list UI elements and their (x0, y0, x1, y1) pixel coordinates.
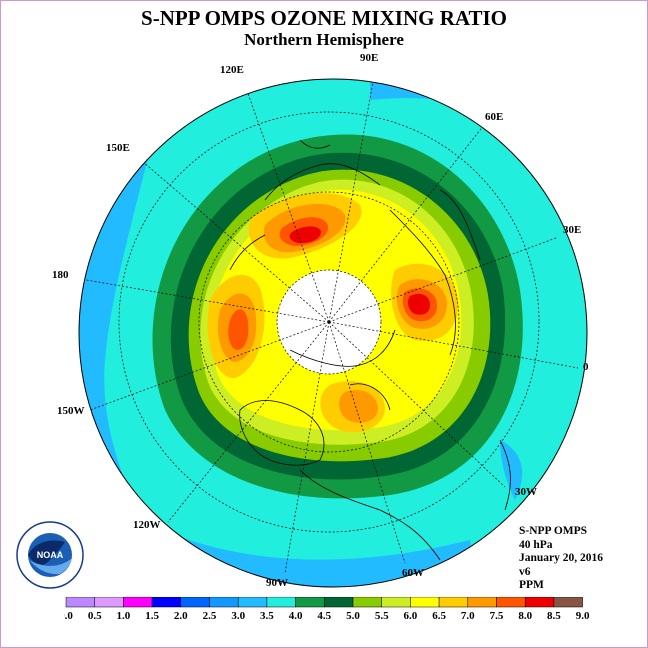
lon-label-120e: 120E (220, 64, 244, 76)
legend-tick-label: 2.5 (203, 610, 217, 622)
legend-swatch (324, 597, 354, 608)
ozone-field (79, 79, 587, 587)
legend-swatch (180, 597, 210, 608)
svg-text:NOAA: NOAA (37, 550, 64, 560)
color-legend: 0.0 0.5 1.0 1.5 2.0 2.5 3.0 3.5 4.0 4.5 5.0 5.5 6.0 6… (64, 597, 590, 622)
legend-tick-label: 7.0 (461, 610, 475, 622)
legend-swatch (496, 597, 526, 608)
lon-label-180: 180 (52, 269, 69, 281)
lon-label-30e: 30E (563, 224, 581, 236)
lon-label-90w: 90W (266, 577, 288, 589)
legend-tick-label: 1.5 (145, 610, 159, 622)
legend-swatch (438, 597, 469, 608)
noaa-logo: NOAA (16, 521, 84, 589)
legend-tick-label: 8.0 (518, 610, 532, 622)
graticule (79, 81, 579, 574)
legend-swatch (65, 597, 95, 608)
legend-swatch (94, 597, 124, 608)
legend-tick-label: 6.0 (404, 610, 418, 622)
legend-swatch (553, 597, 583, 608)
lon-label-150w: 150W (57, 405, 85, 417)
legend-tick-label: 1.0 (117, 610, 131, 622)
map-subtitle: Northern Hemisphere (244, 30, 404, 49)
legend-tick-label: 4.0 (289, 610, 303, 622)
legend-tick-label: 5.5 (375, 610, 389, 622)
info-version: v6 (519, 565, 531, 578)
legend-tick-label: 8.5 (547, 610, 561, 622)
legend-tick-label: 2.0 (174, 610, 188, 622)
info-units: PPM (519, 579, 544, 591)
info-product: S-NPP OMPS (519, 525, 588, 537)
legend-swatch (381, 597, 411, 608)
legend-tick-label: 6.5 (432, 610, 446, 622)
legend-tick-label: 3.0 (231, 610, 245, 622)
map-title: S-NPP OMPS OZONE MIXING RATIO (141, 6, 507, 30)
legend-swatch (467, 597, 497, 608)
ozone-band-8.0-8.5-east (407, 293, 430, 315)
map-boundary (78, 78, 588, 588)
legend-swatch (295, 597, 325, 608)
product-info: S-NPP OMPS 40 hPa January 20, 2016 v6 PP… (519, 525, 603, 593)
lon-label-30w: 30W (515, 486, 537, 498)
legend-tick-label: 7.5 (490, 610, 504, 622)
ozone-band-7.5-8.0-west (228, 309, 249, 350)
legend-tick-label: 5.0 (346, 610, 360, 622)
lon-label-60w: 60W (402, 567, 424, 579)
lon-label-120w: 120W (133, 519, 161, 531)
legend-tick-label: 0.0 (64, 610, 73, 622)
coastlines (229, 139, 511, 561)
legend-tick-label: 4.5 (317, 610, 331, 622)
info-level: 40 hPa (519, 538, 553, 551)
legend-tick-label: 0.5 (88, 610, 102, 622)
legend-swatch (410, 597, 440, 608)
lon-label-90e: 90E (360, 52, 378, 64)
legend-swatch (524, 597, 555, 608)
legend-tick-label: 3.5 (260, 610, 274, 622)
info-date: January 20, 2016 (519, 552, 604, 564)
ozone-band-7.0-7.5-south (339, 390, 378, 423)
legend-swatch (209, 597, 239, 608)
legend-swatch (352, 597, 382, 608)
lon-label-150e: 150E (106, 142, 130, 154)
ozone-low-band-3.0-3.5-atlantic (500, 440, 523, 500)
legend-swatch (266, 597, 296, 608)
legend-swatch (151, 597, 182, 608)
legend-swatch (123, 597, 153, 608)
lon-label-0: 0 (583, 361, 589, 373)
ozone-band-8.0-8.5-north (289, 226, 321, 244)
legend-swatch (237, 597, 268, 608)
lon-label-60e: 60E (485, 111, 503, 123)
legend-tick-label: 9.0 (576, 610, 590, 622)
